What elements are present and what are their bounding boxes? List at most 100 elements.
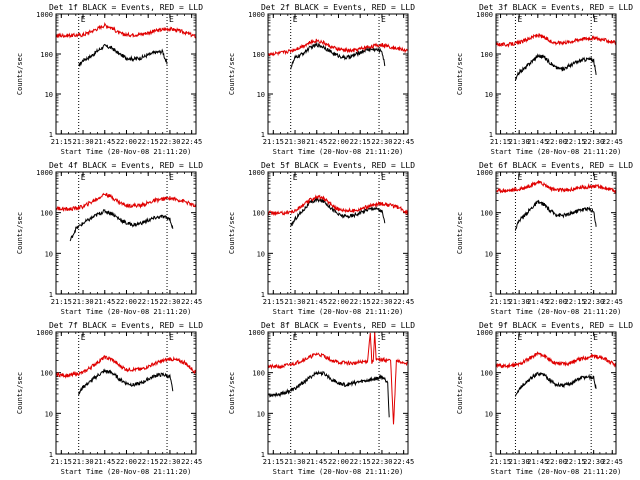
y-tick-label: 1000: [248, 169, 265, 177]
x-axis-label: Start Time (20-Nov-08 21:11:20): [61, 468, 192, 476]
events-series-line: [268, 370, 390, 418]
x-tick-label: 21:15: [51, 298, 72, 306]
x-tick-label: 21:30: [284, 298, 305, 306]
y-tick-label: 1000: [248, 11, 265, 19]
y-tick-label: 10: [45, 91, 53, 99]
panel-det-9: Det 9f BLACK = Events, RED = LLD Counts/s…: [456, 321, 633, 476]
x-tick-label: 22:30: [159, 298, 180, 306]
x-tick-label: 22:15: [564, 138, 585, 146]
y-axis-label: Counts/sec: [456, 53, 464, 95]
x-tick-label: 21:15: [490, 138, 511, 146]
time-marker-label: E: [517, 15, 522, 24]
x-tick-label: 21:45: [94, 458, 115, 466]
y-tick-label: 100: [252, 370, 265, 378]
x-tick-label: 22:45: [181, 138, 202, 146]
panel-title: Det 3f BLACK = Events, RED = LLD: [479, 3, 633, 12]
y-axis-label: Counts/sec: [16, 372, 24, 414]
x-tick-label: 21:30: [509, 298, 530, 306]
y-tick-label: 100: [40, 210, 53, 218]
x-tick-label: 22:15: [350, 298, 371, 306]
x-tick-label: 22:45: [181, 298, 202, 306]
x-tick-label: 22:00: [116, 298, 137, 306]
time-marker-label: E: [169, 15, 174, 24]
time-marker-label: E: [293, 15, 298, 24]
y-tick-label: 1: [489, 291, 493, 299]
x-tick-label: 22:45: [602, 458, 623, 466]
y-tick-label: 100: [40, 370, 53, 378]
panel-det-2: Det 2f BLACK = Events, RED = LLD Counts/s…: [228, 3, 415, 156]
events-series-line: [290, 41, 386, 70]
x-tick-label: 21:45: [306, 298, 327, 306]
plot-frame: [267, 13, 409, 135]
y-tick-label: 100: [40, 51, 53, 59]
plot-frame: [495, 331, 617, 455]
x-tick-label: 22:45: [602, 298, 623, 306]
events-series-line: [78, 43, 168, 67]
panel-title: Det 2f BLACK = Events, RED = LLD: [261, 3, 415, 12]
lld-series-line: [56, 354, 196, 379]
y-axis-label: Counts/sec: [16, 53, 24, 95]
x-tick-label: 22:00: [328, 138, 349, 146]
x-tick-label: 22:15: [138, 458, 159, 466]
plot-frame: [55, 171, 197, 295]
x-tick-label: 21:30: [72, 458, 93, 466]
time-marker-label: E: [81, 333, 86, 342]
plot-frame: [55, 331, 197, 455]
x-tick-label: 22:15: [350, 458, 371, 466]
lld-series-line: [56, 192, 196, 212]
time-marker-label: E: [293, 333, 298, 342]
y-tick-label: 100: [252, 210, 265, 218]
y-tick-label: 10: [257, 250, 265, 258]
x-tick-label: 22:45: [393, 138, 414, 146]
x-axis-label: Start Time (20-Nov-08 21:11:20): [491, 468, 622, 476]
y-tick-label: 10: [485, 410, 493, 418]
x-tick-label: 22:00: [546, 458, 567, 466]
x-tick-label: 21:30: [509, 138, 530, 146]
y-tick-label: 100: [252, 51, 265, 59]
panel-title: Det 5f BLACK = Events, RED = LLD: [261, 161, 415, 170]
x-axis-label: Start Time (20-Nov-08 21:11:20): [491, 308, 622, 316]
x-tick-label: 22:30: [371, 298, 392, 306]
y-tick-label: 100: [480, 210, 493, 218]
x-tick-label: 21:45: [94, 138, 115, 146]
x-tick-label: 21:15: [51, 138, 72, 146]
x-tick-label: 21:15: [263, 298, 284, 306]
events-series-line: [78, 368, 174, 395]
x-tick-label: 22:15: [564, 298, 585, 306]
y-tick-label: 10: [257, 91, 265, 99]
y-tick-label: 10: [45, 250, 53, 258]
x-axis-label: Start Time (20-Nov-08 21:11:20): [273, 468, 404, 476]
plot-frame: [267, 331, 409, 455]
panel-det-5: Det 5f BLACK = Events, RED = LLD Counts/s…: [228, 161, 415, 316]
y-tick-label: 1: [261, 451, 265, 459]
x-tick-label: 22:15: [564, 458, 585, 466]
x-tick-label: 21:30: [284, 458, 305, 466]
x-tick-label: 22:00: [116, 458, 137, 466]
lld-series-line: [268, 194, 408, 217]
lld-series-line: [268, 38, 408, 57]
y-tick-label: 1000: [248, 329, 265, 337]
y-axis-label: Counts/sec: [228, 53, 236, 95]
x-axis-label: Start Time (20-Nov-08 21:11:20): [61, 148, 192, 156]
lld-series-line: [56, 21, 196, 39]
panel-det-8: Det 8f BLACK = Events, RED = LLD Counts/s…: [228, 321, 415, 476]
time-marker-label: E: [81, 15, 86, 24]
x-axis-label: Start Time (20-Nov-08 21:11:20): [491, 148, 622, 156]
y-tick-label: 1000: [476, 329, 493, 337]
y-axis-label: Counts/sec: [456, 372, 464, 414]
y-tick-label: 1: [49, 451, 53, 459]
y-axis-label: Counts/sec: [228, 372, 236, 414]
y-tick-label: 10: [485, 250, 493, 258]
x-tick-label: 21:45: [306, 138, 327, 146]
y-tick-label: 1: [49, 291, 53, 299]
x-tick-label: 21:30: [284, 138, 305, 146]
x-tick-label: 21:30: [72, 138, 93, 146]
x-tick-label: 21:15: [490, 298, 511, 306]
x-tick-label: 21:45: [527, 298, 548, 306]
y-tick-label: 1: [261, 131, 265, 139]
events-series-line: [69, 208, 174, 242]
lld-series-line: [496, 33, 616, 48]
x-tick-label: 22:30: [159, 138, 180, 146]
x-tick-label: 21:45: [527, 138, 548, 146]
x-tick-label: 21:30: [509, 458, 530, 466]
